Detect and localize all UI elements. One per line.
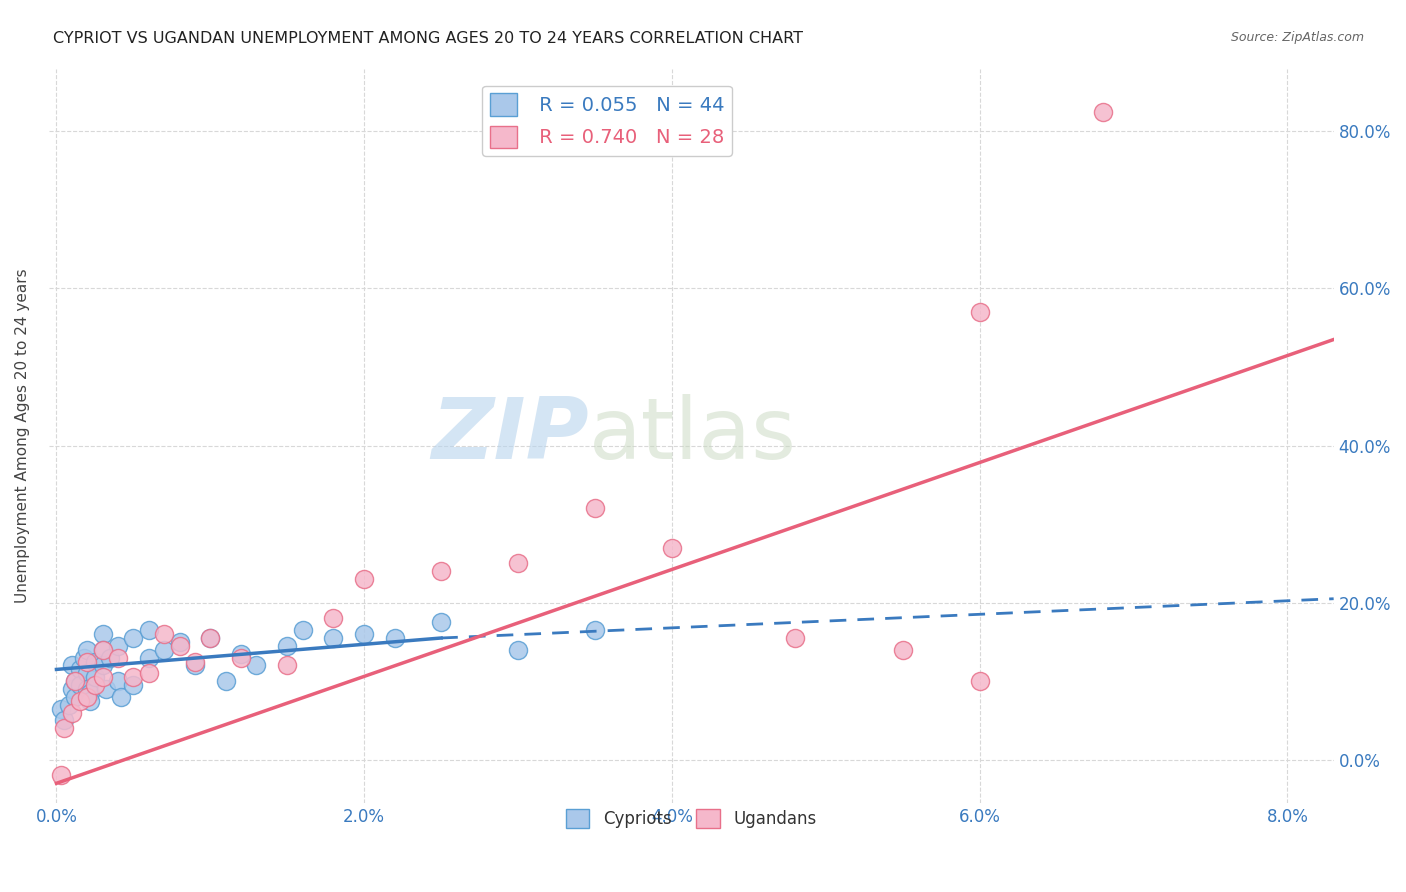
- Point: [53, 714, 76, 728]
- Point: [229, 647, 252, 661]
- Point: [969, 674, 991, 689]
- Point: [353, 572, 375, 586]
- Point: [84, 678, 107, 692]
- Point: [60, 681, 83, 696]
- Point: [69, 662, 91, 676]
- Point: [63, 690, 86, 704]
- Point: [506, 557, 529, 571]
- Point: [60, 658, 83, 673]
- Point: [69, 678, 91, 692]
- Text: CYPRIOT VS UGANDAN UNEMPLOYMENT AMONG AGES 20 TO 24 YEARS CORRELATION CHART: CYPRIOT VS UGANDAN UNEMPLOYMENT AMONG AG…: [53, 31, 803, 46]
- Point: [94, 681, 117, 696]
- Point: [91, 670, 114, 684]
- Point: [69, 694, 91, 708]
- Point: [107, 639, 129, 653]
- Point: [430, 615, 453, 630]
- Point: [122, 670, 145, 684]
- Point: [60, 706, 83, 720]
- Point: [291, 623, 314, 637]
- Point: [110, 690, 132, 704]
- Point: [783, 631, 806, 645]
- Point: [91, 627, 114, 641]
- Point: [91, 642, 114, 657]
- Point: [353, 627, 375, 641]
- Point: [63, 674, 86, 689]
- Point: [79, 686, 101, 700]
- Point: [53, 722, 76, 736]
- Point: [49, 702, 72, 716]
- Point: [583, 501, 606, 516]
- Point: [583, 623, 606, 637]
- Point: [969, 305, 991, 319]
- Point: [122, 631, 145, 645]
- Point: [76, 690, 98, 704]
- Point: [661, 541, 683, 555]
- Point: [49, 768, 72, 782]
- Point: [169, 639, 191, 653]
- Point: [184, 658, 207, 673]
- Point: [76, 642, 98, 657]
- Point: [322, 611, 344, 625]
- Point: [138, 666, 160, 681]
- Point: [84, 670, 107, 684]
- Text: ZIP: ZIP: [430, 394, 588, 477]
- Point: [153, 627, 176, 641]
- Point: [138, 650, 160, 665]
- Point: [79, 694, 101, 708]
- Point: [200, 631, 222, 645]
- Y-axis label: Unemployment Among Ages 20 to 24 years: Unemployment Among Ages 20 to 24 years: [15, 268, 30, 603]
- Point: [245, 658, 267, 673]
- Point: [91, 658, 114, 673]
- Point: [76, 655, 98, 669]
- Point: [322, 631, 344, 645]
- Point: [122, 678, 145, 692]
- Text: atlas: atlas: [588, 394, 796, 477]
- Point: [91, 642, 114, 657]
- Point: [58, 698, 80, 712]
- Point: [63, 674, 86, 689]
- Point: [1091, 104, 1114, 119]
- Point: [430, 564, 453, 578]
- Point: [153, 642, 176, 657]
- Point: [76, 681, 98, 696]
- Point: [506, 642, 529, 657]
- Point: [107, 650, 129, 665]
- Point: [891, 642, 914, 657]
- Point: [184, 655, 207, 669]
- Point: [138, 623, 160, 637]
- Point: [229, 650, 252, 665]
- Legend: Cypriots, Ugandans: Cypriots, Ugandans: [560, 803, 823, 835]
- Point: [98, 650, 121, 665]
- Point: [76, 666, 98, 681]
- Point: [276, 639, 298, 653]
- Point: [215, 674, 238, 689]
- Point: [276, 658, 298, 673]
- Point: [169, 635, 191, 649]
- Point: [107, 674, 129, 689]
- Point: [384, 631, 406, 645]
- Point: [73, 650, 96, 665]
- Point: [84, 655, 107, 669]
- Text: Source: ZipAtlas.com: Source: ZipAtlas.com: [1230, 31, 1364, 45]
- Point: [200, 631, 222, 645]
